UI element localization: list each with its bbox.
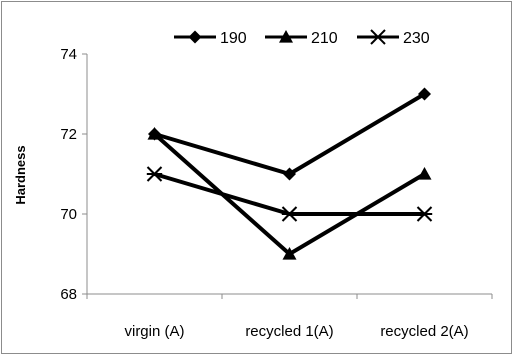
hardness-line-chart: 68 70 72 74 virgin (A) recycled 1(A) recycled… (13, 29, 493, 340)
point-190-recycled-2-a (418, 87, 431, 101)
series-line-210 (153, 132, 426, 256)
y-axis-label: Hardness (13, 145, 28, 204)
point-210-recycled-2-a (417, 167, 432, 180)
x-tick-label-recycled-2-a: recycled 2(A) (380, 323, 468, 340)
x-tick-label-recycled-1-a: recycled 1(A) (245, 323, 333, 340)
x-tick-label-virgin-a: virgin (A) (124, 323, 184, 340)
legend-label-230: 230 (403, 30, 430, 47)
y-tick-labels: 68 70 72 74 (60, 46, 87, 303)
legend-marker-190 (188, 30, 202, 44)
y-tick-label-70: 70 (60, 206, 77, 223)
series-210 (147, 127, 432, 260)
legend-marker-210 (279, 30, 293, 43)
point-210-virgin-a (147, 127, 162, 140)
point-230-virgin-a (146, 166, 163, 182)
legend-item-230: 230 (357, 29, 430, 47)
y-tick-label-72: 72 (60, 126, 77, 143)
legend-label-190: 190 (220, 30, 247, 47)
legend-marker-230 (370, 29, 386, 45)
legend-item-210: 210 (265, 30, 338, 47)
y-tick-label-74: 74 (60, 46, 77, 63)
axes (86, 54, 492, 295)
legend-item-190: 190 (174, 30, 247, 47)
series-230 (146, 166, 433, 222)
x-tick-labels: virgin (A) recycled 1(A) recycled 2(A) (86, 294, 493, 340)
series-line-190 (153, 92, 426, 176)
point-230-recycled-2-a (416, 206, 433, 222)
point-190-recycled-1-a (283, 167, 296, 181)
series-lines (146, 87, 433, 260)
point-210-recycled-1-a (282, 247, 297, 260)
legend: 190 210 230 (174, 29, 430, 47)
legend-label-210: 210 (311, 30, 338, 47)
y-tick-label-68: 68 (60, 286, 77, 303)
point-230-recycled-1-a (281, 206, 298, 222)
